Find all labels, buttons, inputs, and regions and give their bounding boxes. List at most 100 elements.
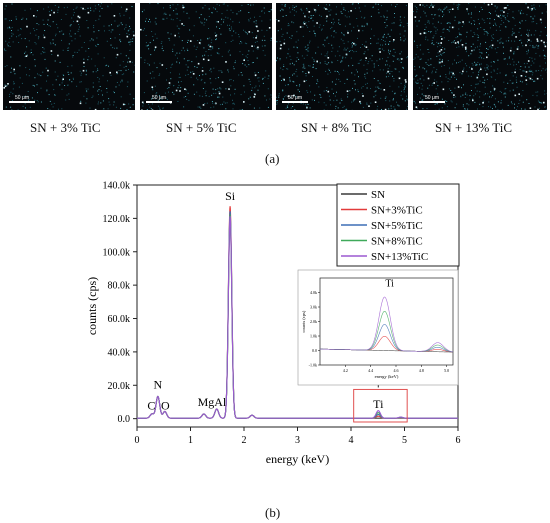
speckle-dot	[457, 7, 459, 9]
speckle-dot	[476, 83, 478, 85]
speckle-dot	[387, 56, 389, 58]
speckle-dot	[116, 47, 118, 49]
speckle-dot	[79, 81, 81, 83]
speckle-dot	[338, 46, 340, 48]
speckle-dot	[209, 45, 212, 48]
speckle-dot	[233, 30, 235, 32]
speckle-dot	[200, 21, 202, 23]
speckle-dot	[528, 103, 530, 104]
speckle-dot	[400, 61, 402, 63]
speckle-dot	[470, 13, 472, 15]
speckle-dot	[183, 58, 185, 60]
speckle-dot	[519, 69, 521, 70]
speckle-dot	[225, 42, 227, 44]
speckle-dot	[169, 5, 171, 7]
speckle-dot	[30, 49, 32, 51]
speckle-dot	[451, 26, 454, 29]
speckle-dot	[460, 95, 462, 97]
speckle-dot	[48, 94, 50, 96]
speckle-dot	[330, 9, 332, 11]
speckle-dot	[308, 16, 310, 18]
speckle-dot	[458, 3, 459, 5]
speckle-dot	[477, 46, 478, 48]
speckle-dot	[98, 101, 99, 103]
speckle-dot	[447, 29, 449, 31]
speckle-dot	[476, 64, 478, 66]
speckle-dot	[228, 88, 230, 90]
speckle-dot	[257, 30, 259, 32]
speckle-dot	[426, 108, 428, 109]
speckle-dot	[479, 45, 481, 47]
micrograph-image	[413, 3, 547, 110]
speckle-dot	[351, 4, 353, 6]
speckle-dot	[177, 101, 179, 102]
speckle-dot	[313, 25, 315, 27]
speckle-dot	[187, 42, 188, 43]
speckle-dot	[92, 82, 94, 84]
x-tick-label: 1	[188, 435, 193, 446]
speckle-dot	[432, 18, 434, 20]
speckle-dot	[400, 57, 402, 59]
speckle-dot	[422, 4, 424, 6]
speckle-dot	[160, 43, 162, 44]
speckle-dot	[4, 18, 6, 20]
y-tick-label: 80.0k	[108, 281, 131, 292]
speckle-dot	[505, 74, 507, 76]
speckle-dot	[333, 21, 335, 23]
speckle-dot	[539, 55, 541, 57]
speckle-dot	[293, 94, 295, 97]
speckle-dot	[179, 52, 181, 54]
speckle-dot	[348, 11, 349, 13]
speckle-dot	[448, 88, 450, 90]
speckle-dot	[375, 94, 377, 96]
scale-label: 50 μm	[425, 95, 439, 101]
speckle-dot	[439, 75, 441, 77]
speckle-dot	[37, 92, 38, 94]
speckle-dot	[433, 35, 435, 37]
speckle-dot	[42, 47, 44, 48]
speckle-dot	[430, 31, 432, 32]
speckle-dot	[338, 22, 340, 24]
speckle-dot	[471, 62, 473, 64]
speckle-dot	[193, 93, 195, 95]
speckle-dot	[508, 9, 510, 10]
speckle-dot	[95, 45, 97, 47]
speckle-dot	[126, 109, 128, 110]
speckle-dot	[539, 107, 540, 109]
speckle-dot	[68, 74, 70, 75]
speckle-dot	[299, 84, 301, 86]
speckle-dot	[53, 102, 55, 104]
speckle-dot	[392, 41, 394, 43]
scale-bar	[282, 101, 308, 103]
speckle-dot	[444, 48, 446, 50]
speckle-dot	[347, 93, 349, 95]
speckle-dot	[133, 71, 135, 73]
speckle-dot	[389, 41, 391, 42]
speckle-dot	[497, 47, 499, 48]
speckle-dot	[253, 21, 255, 23]
speckle-dot	[494, 79, 496, 81]
speckle-dot	[419, 103, 421, 105]
speckle-dot	[389, 100, 391, 102]
speckle-dot	[169, 84, 171, 86]
speckle-dot	[341, 32, 342, 33]
speckle-dot	[466, 31, 468, 33]
speckle-dot	[430, 5, 431, 7]
speckle-dot	[461, 73, 463, 75]
speckle-dot	[183, 6, 185, 8]
speckle-dot	[400, 94, 402, 96]
speckle-dot	[395, 6, 397, 8]
speckle-dot	[328, 69, 330, 71]
speckle-dot	[326, 15, 328, 18]
speckle-dot	[30, 8, 32, 10]
speckle-dot	[289, 55, 291, 57]
speckle-dot	[29, 106, 31, 108]
speckle-dot	[34, 59, 36, 61]
speckle-dot	[485, 93, 486, 95]
speckle-dot	[468, 21, 470, 23]
speckle-dot	[326, 53, 328, 55]
speckle-dot	[213, 67, 215, 69]
speckle-dot	[225, 16, 227, 18]
speckle-dot	[331, 50, 333, 52]
speckle-dot	[476, 77, 478, 79]
